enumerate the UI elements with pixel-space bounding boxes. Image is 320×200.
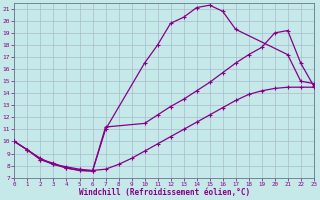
X-axis label: Windchill (Refroidissement éolien,°C): Windchill (Refroidissement éolien,°C): [78, 188, 250, 197]
